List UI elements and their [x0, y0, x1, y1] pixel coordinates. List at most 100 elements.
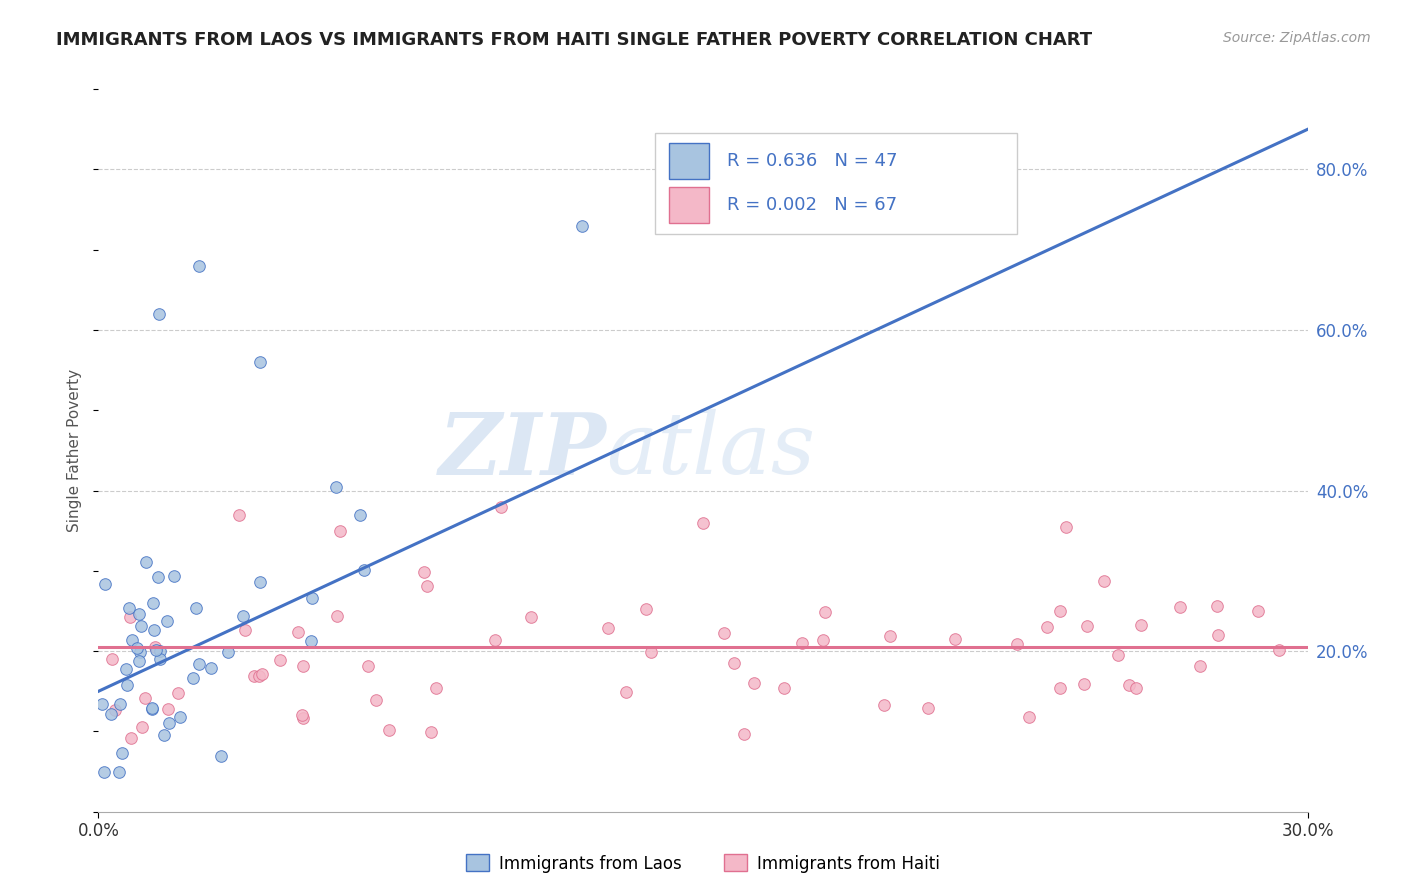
Point	[614, 685, 637, 699]
Point	[148, 307, 170, 321]
Point	[108, 697, 131, 711]
Point	[115, 677, 138, 691]
Point	[1208, 628, 1230, 642]
Point	[917, 701, 939, 715]
Point	[129, 619, 152, 633]
Point	[1049, 681, 1071, 695]
Point	[772, 681, 794, 696]
Point	[357, 659, 380, 673]
Point	[166, 686, 188, 700]
Point	[250, 667, 273, 681]
Point	[484, 632, 506, 647]
Point	[353, 563, 375, 577]
Text: atlas: atlas	[606, 409, 815, 491]
Point	[156, 614, 179, 628]
Point	[118, 609, 141, 624]
Point	[413, 566, 436, 580]
Point	[640, 645, 662, 659]
Point	[188, 657, 211, 671]
Point	[520, 610, 543, 624]
Point	[153, 728, 176, 742]
Point	[217, 645, 239, 659]
Bar	[669, 143, 709, 179]
Point	[145, 640, 167, 655]
Point	[329, 524, 352, 538]
Point	[249, 669, 271, 683]
Point	[742, 676, 765, 690]
Point	[1189, 658, 1212, 673]
Point	[692, 516, 714, 530]
Point	[425, 681, 447, 695]
Point	[416, 579, 439, 593]
Bar	[655, 133, 1018, 234]
Point	[364, 693, 387, 707]
Legend: Immigrants from Laos, Immigrants from Haiti: Immigrants from Laos, Immigrants from Ha…	[460, 847, 946, 880]
Point	[200, 660, 222, 674]
Bar	[669, 187, 709, 223]
Point	[135, 555, 157, 569]
Point	[598, 622, 620, 636]
Point	[141, 702, 163, 716]
Point	[91, 697, 114, 711]
Point	[249, 355, 271, 369]
Point	[713, 625, 735, 640]
Point	[420, 724, 443, 739]
Point	[723, 656, 745, 670]
Text: Source: ZipAtlas.com: Source: ZipAtlas.com	[1223, 31, 1371, 45]
Point	[1107, 648, 1129, 662]
Point	[115, 662, 138, 676]
Point	[134, 691, 156, 706]
Y-axis label: Single Father Poverty: Single Father Poverty	[67, 369, 83, 532]
Point	[111, 747, 134, 761]
Point	[1005, 637, 1028, 651]
Point	[128, 645, 150, 659]
Point	[157, 702, 180, 716]
Point	[149, 651, 172, 665]
Point	[143, 623, 166, 637]
Point	[183, 671, 205, 685]
Point	[790, 636, 813, 650]
Point	[349, 508, 371, 522]
Point	[291, 708, 314, 723]
Point	[377, 723, 399, 737]
Point	[733, 726, 755, 740]
Point	[107, 764, 129, 779]
Text: IMMIGRANTS FROM LAOS VS IMMIGRANTS FROM HAITI SINGLE FATHER POVERTY CORRELATION : IMMIGRANTS FROM LAOS VS IMMIGRANTS FROM …	[56, 31, 1092, 49]
Point	[188, 259, 211, 273]
Point	[128, 654, 150, 668]
Point	[634, 602, 657, 616]
Point	[1018, 710, 1040, 724]
Point	[1092, 574, 1115, 588]
Point	[128, 607, 150, 621]
Point	[117, 601, 139, 615]
Point	[232, 609, 254, 624]
Point	[101, 652, 124, 666]
Point	[249, 575, 271, 590]
Point	[269, 653, 291, 667]
Point	[141, 701, 163, 715]
Point	[879, 629, 901, 643]
Point	[235, 623, 257, 637]
Point	[211, 749, 233, 764]
Point	[149, 643, 172, 657]
Text: R = 0.002   N = 67: R = 0.002 N = 67	[727, 196, 897, 214]
Point	[1247, 604, 1270, 618]
Point	[120, 731, 142, 745]
Point	[1125, 681, 1147, 695]
Point	[169, 710, 191, 724]
Point	[811, 633, 834, 648]
Text: R = 0.636   N = 47: R = 0.636 N = 47	[727, 152, 897, 169]
Point	[943, 632, 966, 646]
Point	[1168, 599, 1191, 614]
Point	[325, 608, 347, 623]
Point	[104, 703, 127, 717]
Point	[1130, 617, 1153, 632]
Point	[1049, 603, 1071, 617]
Point	[301, 591, 323, 605]
Point	[299, 633, 322, 648]
Point	[1118, 678, 1140, 692]
Point	[186, 600, 208, 615]
Point	[93, 764, 115, 779]
Point	[872, 698, 894, 712]
Point	[1073, 676, 1095, 690]
